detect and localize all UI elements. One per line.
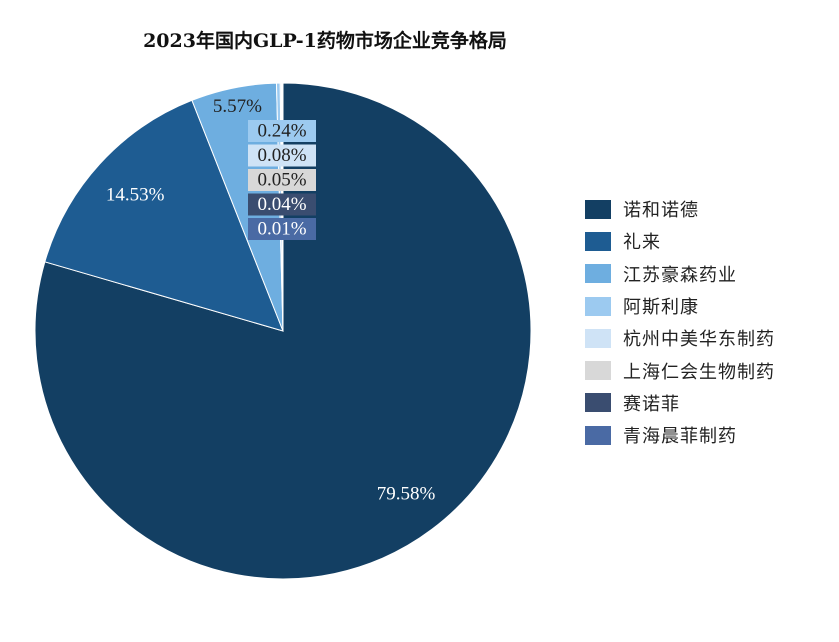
legend-swatch [585,296,611,316]
legend-item-5: 杭州中美华东制药 [585,322,775,354]
legend: 诺和诺德礼来江苏豪森药业 阿斯利康杭州中美华东制药 上海仁会生物制药 赛诺菲青海晨菲制… [585,193,775,451]
legend-swatch [585,361,611,381]
pie-label-box-8 [248,218,316,240]
legend-swatch [585,425,611,445]
pie-label-3: 5.57% [213,96,262,117]
legend-label: 赛诺菲 [623,393,680,415]
pie-label-6: 0.05% [257,169,306,190]
legend-label: 礼来 [623,232,661,254]
legend-swatch [585,393,611,413]
legend-label: 阿斯利康 [623,297,699,319]
chart-title: 2023年国内GLP-1药物市场企业竞争格局 [143,30,507,52]
legend-item-3: 江苏豪森药业 [585,258,775,290]
pie-label-2: 14.53% [106,185,165,206]
legend-label: 青海晨菲制药 [623,426,737,448]
pie-labels: 79.58% 14.53% 5.57% 0.24% 0.08% 0.05% 0.04% 0.0… [106,96,436,504]
legend-item-1: 诺和诺德 [585,193,775,225]
legend-swatch [585,264,611,284]
pie-label-8: 0.01% [257,218,306,239]
legend-item-8: 青海晨菲制药 [585,419,775,451]
legend-item-4: 阿斯利康 [585,290,775,322]
legend-swatch [585,231,611,251]
pie-label-box-7 [248,193,316,216]
legend-label: 诺和诺德 [623,200,699,222]
legend-item-6: 上海仁会生物制药 [585,354,775,386]
pie-label-1: 79.58% [377,483,436,504]
legend-swatch [585,199,611,219]
pie-label-5: 0.08% [257,145,306,166]
legend-item-2: 礼来 [585,225,775,257]
legend-label: 杭州中美华东制药 [623,329,775,351]
pie-label-box-4 [248,120,316,142]
legend-label: 江苏豪森药业 [623,264,737,286]
legend-swatch [585,328,611,348]
legend-label: 上海仁会生物制药 [623,361,775,383]
legend-item-7: 赛诺菲 [585,387,775,419]
pie-slice-2 [44,99,284,332]
pie-slices [34,82,532,580]
pie-label-box-5 [248,144,316,167]
pie-label-4: 0.24% [257,120,306,141]
pie-label-7: 0.04% [257,194,306,215]
pie-label-box-6 [248,169,316,191]
